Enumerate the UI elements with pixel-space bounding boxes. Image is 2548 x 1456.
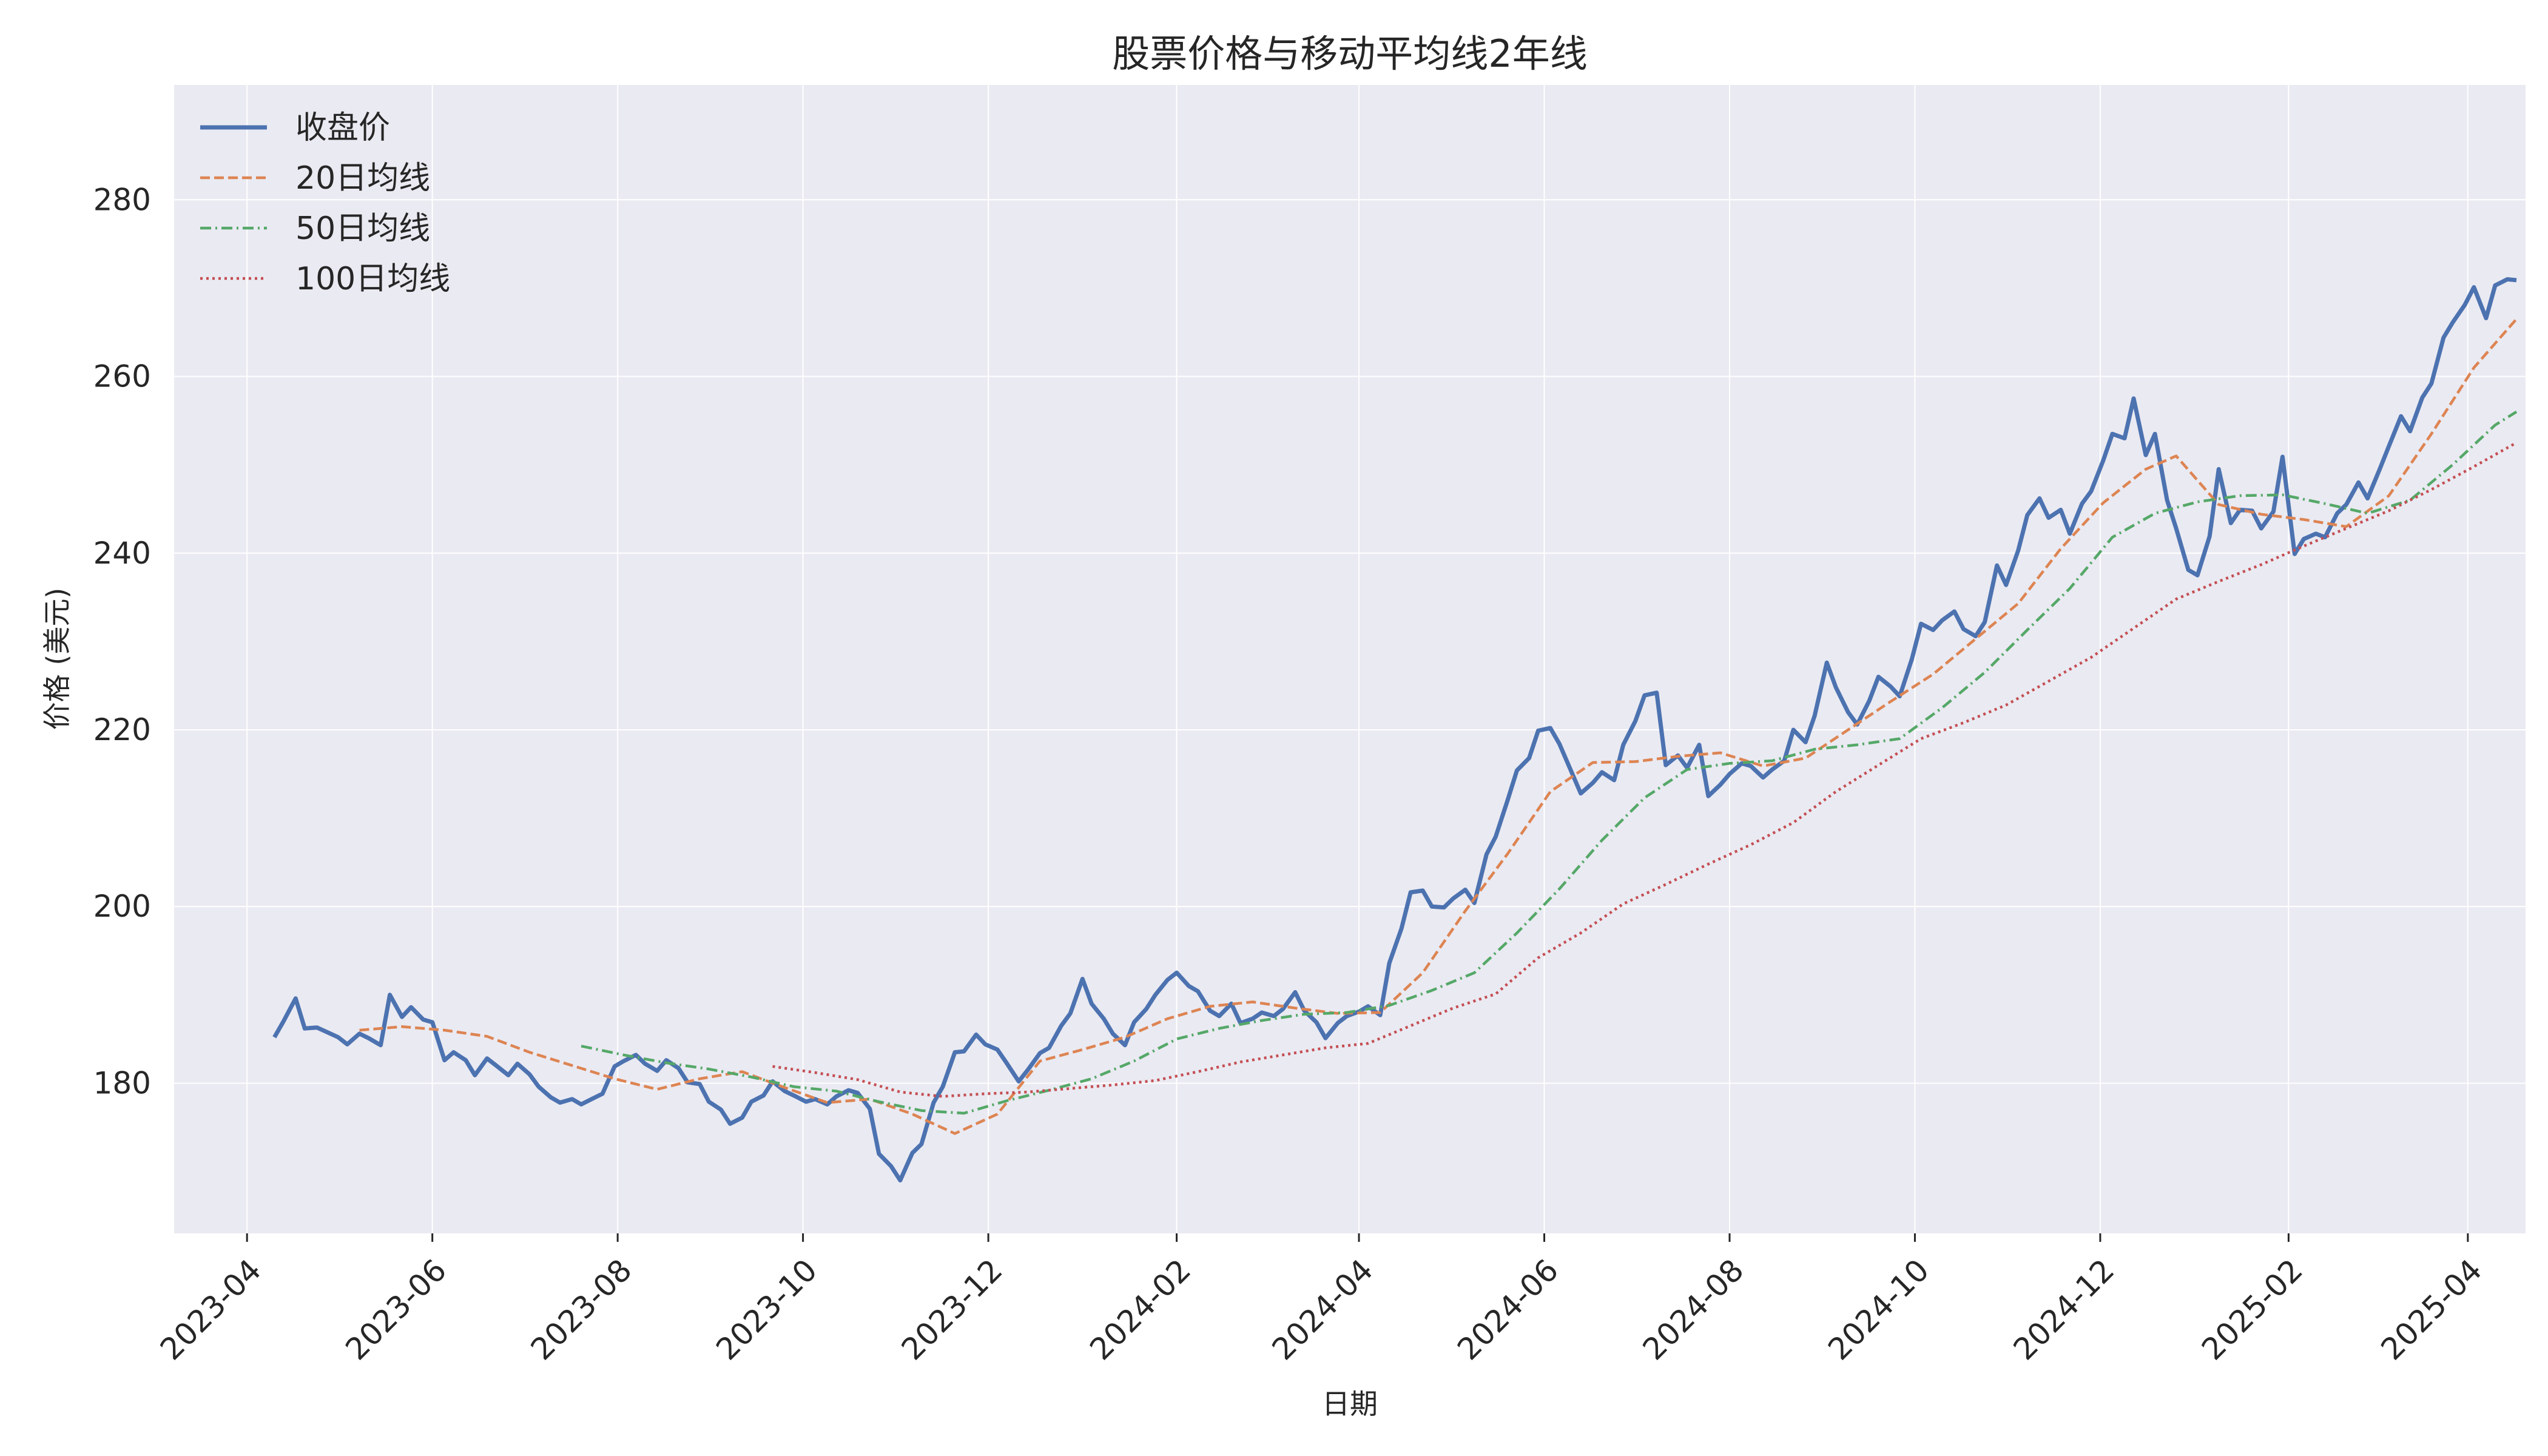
legend: 收盘价 20日均线 50日均线 100日均线 [200,110,450,297]
legend-label: 收盘价 [295,110,390,146]
chart-title: 股票价格与移动平均线2年线 [1112,32,1587,76]
grid-lines [174,85,2526,1233]
legend-label: 100日均线 [295,261,450,297]
legend-label: 20日均线 [295,160,430,197]
series-line-1 [272,277,2517,1183]
y-tick-label: 200 [93,889,151,924]
y-tick-label: 180 [93,1065,151,1100]
legend-label: 50日均线 [295,211,430,247]
x-axis-title: 日期 [1322,1387,1378,1420]
y-axis-title: 价格 (美元) [41,588,73,730]
y-axis: 180 200 220 240 260 280 [93,182,151,1100]
y-tick-label: 220 [93,712,151,747]
y-tick-label: 260 [93,359,151,394]
plot-area [174,85,2526,1233]
series-line-3 [581,410,2518,1115]
y-tick-label: 280 [93,182,151,217]
series-line-2 [359,318,2518,1135]
series-lines [272,277,2518,1183]
y-tick-label: 240 [93,536,151,571]
